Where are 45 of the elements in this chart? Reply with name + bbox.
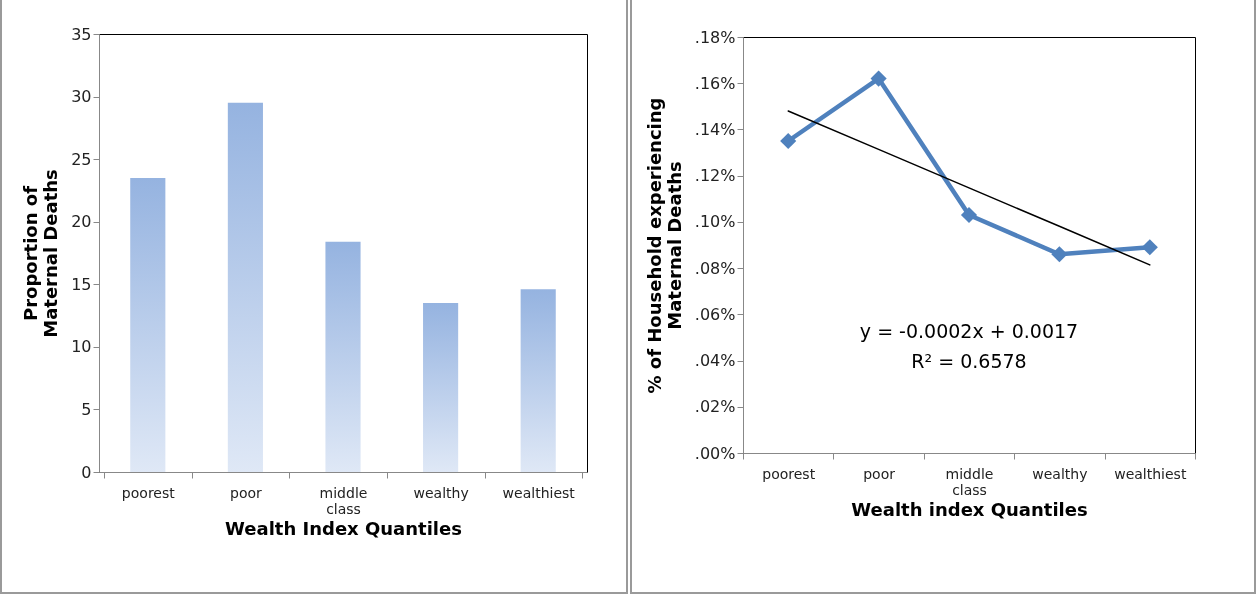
point: [780, 132, 797, 150]
y-tick-label: 30: [71, 87, 92, 107]
y-tick-label: 25: [71, 149, 92, 169]
x-tick-label: wealthiest: [502, 484, 576, 501]
y-tick-label: .12%: [694, 166, 736, 186]
y-tick-label: .16%: [694, 73, 736, 93]
x-tick-label: wealthiest: [1114, 465, 1187, 482]
x-tick-label: poorest: [121, 484, 176, 501]
y-axis-title: Proportion of Maternal Deaths: [20, 169, 62, 338]
x-tick-label: poor: [230, 484, 263, 501]
y-tick-label: .02%: [694, 397, 736, 417]
y-tick-label: 15: [71, 274, 92, 294]
y-tick-label: 5: [81, 399, 92, 419]
annotation: y = -0.0002x + 0.0017: [859, 320, 1079, 343]
line-series: [787, 110, 1151, 266]
x-tick-label: middle class: [945, 465, 994, 498]
y-tick-label: 35: [71, 24, 92, 44]
y-tick-label: .08%: [694, 258, 736, 278]
bar: [325, 241, 361, 472]
x-tick-label: wealthy: [413, 484, 469, 501]
bar: [227, 102, 263, 472]
x-tick-label: poorest: [762, 465, 816, 482]
point: [1141, 239, 1158, 256]
point: [1051, 246, 1068, 263]
x-tick-label: poor: [863, 465, 896, 482]
y-tick-label: .06%: [694, 304, 736, 324]
y-tick-label: .18%: [694, 27, 736, 47]
x-tick-label: middle class: [319, 484, 368, 517]
x-axis-title: Wealth index Quantiles: [851, 498, 1088, 520]
y-tick-label: 0: [81, 462, 92, 482]
y-tick-label: .00%: [694, 443, 736, 463]
y-tick-label: .14%: [694, 119, 736, 139]
y-tick-label: 20: [71, 212, 92, 232]
bar: [130, 177, 166, 472]
point: [870, 70, 887, 87]
y-tick-label: .04%: [694, 351, 736, 371]
bar: [520, 289, 556, 472]
x-axis-title: Wealth Index Quantiles: [225, 517, 462, 539]
x-tick-label: wealthy: [1032, 465, 1088, 482]
y-tick-label: 10: [71, 337, 92, 357]
annotation: R² = 0.6578: [911, 350, 1027, 373]
y-axis-title: % of Household experiencing Maternal Deaths: [643, 97, 685, 394]
bar: [423, 303, 459, 472]
y-tick-label: .10%: [694, 212, 736, 232]
point: [960, 206, 978, 224]
